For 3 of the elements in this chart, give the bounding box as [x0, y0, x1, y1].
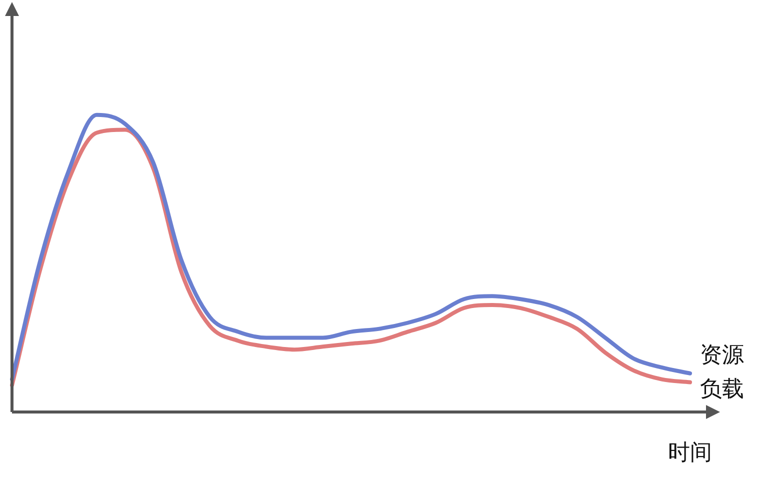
- series-label: 负载: [700, 377, 744, 402]
- series-label: 资源: [700, 343, 744, 368]
- x-axis-title: 时间: [668, 440, 712, 466]
